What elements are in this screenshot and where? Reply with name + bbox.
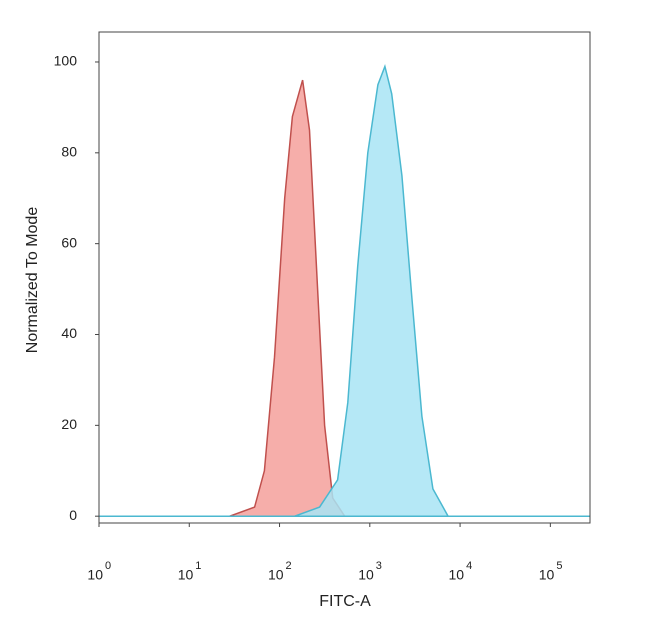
x-axis-label: FITC-A [319,593,371,610]
y-tick-label: 20 [61,416,77,432]
x-tick-exponent: 5 [556,560,562,572]
y-tick-label: 80 [61,144,77,160]
histogram [99,64,590,517]
plot-frame [98,31,591,524]
y-tick-label: 0 [69,507,77,523]
y-tick-label: 100 [54,53,78,69]
x-tick-exponent: 4 [466,560,472,572]
y-tick-label: 60 [61,234,77,250]
y-axis-label: Normalized To Mode [24,207,41,354]
y-tick-label: 40 [61,325,77,341]
x-tick-exponent: 1 [195,560,201,572]
x-tick-label: 10 [178,567,194,583]
x-tick-label: 10 [268,567,284,583]
x-tick-label: 10 [87,567,103,583]
x-tick-label: 10 [448,567,464,583]
x-tick-exponent: 2 [286,560,292,572]
x-tick-exponent: 0 [105,560,111,572]
x-tick-exponent: 3 [376,560,382,572]
x-tick-label: 10 [358,567,374,583]
x-tick-label: 10 [539,567,555,583]
